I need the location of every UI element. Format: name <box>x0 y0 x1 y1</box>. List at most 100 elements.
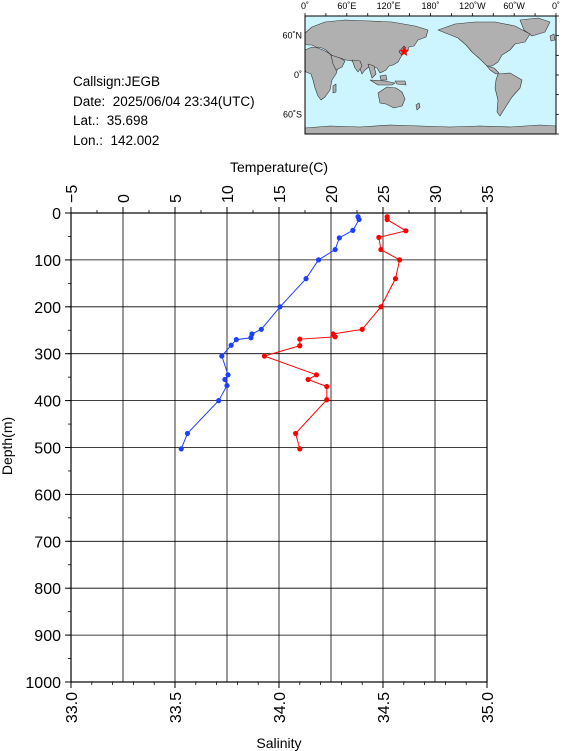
depth-tick-label: 700 <box>34 534 61 551</box>
land-north-america <box>437 21 531 67</box>
map-latitude-label: 60˚N <box>282 31 302 41</box>
depth-tick-label: 1000 <box>25 675 61 692</box>
depth-tick-label: 300 <box>34 347 61 364</box>
callsign-text: Callsign:JEGB <box>73 74 161 89</box>
map-longitude-labels: 0˚ 60˚E 120˚E 180˚ 120˚W 60˚W 0˚ <box>301 1 560 11</box>
temperature-data-point <box>356 216 362 223</box>
depth-tick-label: 400 <box>34 394 61 411</box>
depth-axis-title: Depth(m) <box>0 417 15 475</box>
land-madagascar <box>332 83 337 94</box>
land-borneo <box>379 74 388 81</box>
map-latitude-label: 60˚S <box>283 109 302 119</box>
salinity-axis-title: Salinity <box>256 735 301 751</box>
depth-tick-label: 800 <box>34 581 61 598</box>
salinity-data-point <box>378 304 384 310</box>
temperature-tick-label: 20 <box>324 185 341 203</box>
salinity-data-point <box>324 397 330 403</box>
depth-tick-label: 500 <box>34 441 61 458</box>
temperature-data-point <box>216 398 222 404</box>
salinity-data-point <box>384 216 390 223</box>
land-central-america <box>486 65 500 75</box>
longitude-text: Lon.: 142.002 <box>73 132 160 148</box>
temperature-data-point <box>219 353 225 359</box>
map-longitude-label: 60˚E <box>337 1 356 11</box>
map-longitude-label: 60˚W <box>503 1 525 11</box>
chart-grid <box>70 212 488 683</box>
temperature-tick-label: 25 <box>376 185 393 203</box>
salinity-tick-label: 33.0 <box>64 692 81 723</box>
temperature-tick-label: 35 <box>480 185 497 203</box>
temperature-tick-label: 10 <box>220 185 237 203</box>
station-star-icon <box>398 46 410 57</box>
temperature-axis-title: Temperature(C) <box>230 159 328 175</box>
salinity-tick-label: 34.0 <box>272 692 289 723</box>
salinity-data-point <box>378 246 384 253</box>
salinity-data-point <box>297 336 303 342</box>
temperature-data-point <box>350 227 356 233</box>
salinity-data-point <box>324 383 330 390</box>
temperature-data-point <box>225 372 231 378</box>
temperature-data-point <box>277 304 283 310</box>
map-landmasses <box>304 17 557 135</box>
temperature-tick-label: 0 <box>116 194 133 203</box>
salinity-data-point <box>305 376 311 383</box>
depth-tick-label: 600 <box>34 487 61 504</box>
salinity-data-point <box>261 353 268 359</box>
land-indochina <box>367 63 377 79</box>
map-longitude-label: 0˚ <box>552 1 560 11</box>
map-longitude-label: 120˚E <box>377 1 401 11</box>
map-latitude-labels: 60˚N 0˚ 60˚S <box>282 31 302 120</box>
depth-tick-label: 100 <box>34 253 61 270</box>
temperature-tick-label: 15 <box>272 185 289 203</box>
salinity-axis: 33.0 33.5 34.0 34.5 35.0 <box>64 682 497 723</box>
date-text: Date: 2025/06/04 23:34(UTC) <box>73 93 255 109</box>
land-africa <box>304 46 339 101</box>
salinity-tick-label: 35.0 <box>480 692 497 723</box>
temperature-data-point <box>303 276 309 282</box>
depth-axis: 0 100 200 300 400 500 600 700 800 900 1000 <box>25 206 71 692</box>
land-uk <box>549 33 556 42</box>
map-longitude-label: 120˚W <box>459 1 486 11</box>
salinity-data-point <box>376 234 382 240</box>
salinity-data-point <box>403 228 409 234</box>
temperature-data-point <box>258 326 264 332</box>
world-map: 0˚ 60˚E 120˚E 180˚ 120˚W 60˚W 0˚ 60˚N 0˚ 60˚S <box>282 1 560 135</box>
salinity-data-point <box>397 257 403 263</box>
salinity-data-point <box>359 326 365 332</box>
salinity-data-point <box>313 372 320 378</box>
temperature-data-point <box>336 235 342 241</box>
map-latitude-label: 0˚ <box>294 70 302 80</box>
map-longitude-label: 0˚ <box>301 1 309 11</box>
temperature-tick-label: 5 <box>168 194 185 203</box>
temperature-data-point <box>233 337 239 343</box>
salinity-data-point <box>297 343 303 349</box>
land-indonesia <box>369 79 396 86</box>
temperature-data-point <box>228 342 234 348</box>
land-greenland <box>519 17 551 37</box>
land-new-zealand <box>415 102 421 111</box>
land-eurasia <box>304 19 429 75</box>
salinity-data-point <box>297 446 303 452</box>
land-new-guinea <box>394 80 407 86</box>
temperature-data-point <box>222 376 228 383</box>
salinity-data-point <box>293 430 299 437</box>
temperature-data-point <box>332 246 338 253</box>
map-longitude-label: 180˚ <box>421 1 439 11</box>
temperature-data-point <box>178 446 184 452</box>
series-layer <box>178 214 409 452</box>
station-info: Callsign:JEGB Date: 2025/06/04 23:34(UTC… <box>73 72 255 150</box>
land-south-america <box>494 72 523 117</box>
depth-tick-label: 200 <box>34 300 61 317</box>
depth-tick-label: 900 <box>34 628 61 645</box>
salinity-data-point <box>332 334 338 340</box>
depth-tick-label: 0 <box>52 206 61 223</box>
salinity-tick-label: 34.5 <box>376 692 393 723</box>
temperature-data-point <box>248 335 254 341</box>
temperature-tick-label: −5 <box>64 185 81 203</box>
temperature-data-point <box>315 257 322 263</box>
temperature-axis: −5 0 5 10 15 20 25 30 35 <box>64 185 497 213</box>
land-antarctica <box>304 124 557 135</box>
land-arabia <box>330 54 346 71</box>
temperature-tick-label: 30 <box>428 185 445 203</box>
